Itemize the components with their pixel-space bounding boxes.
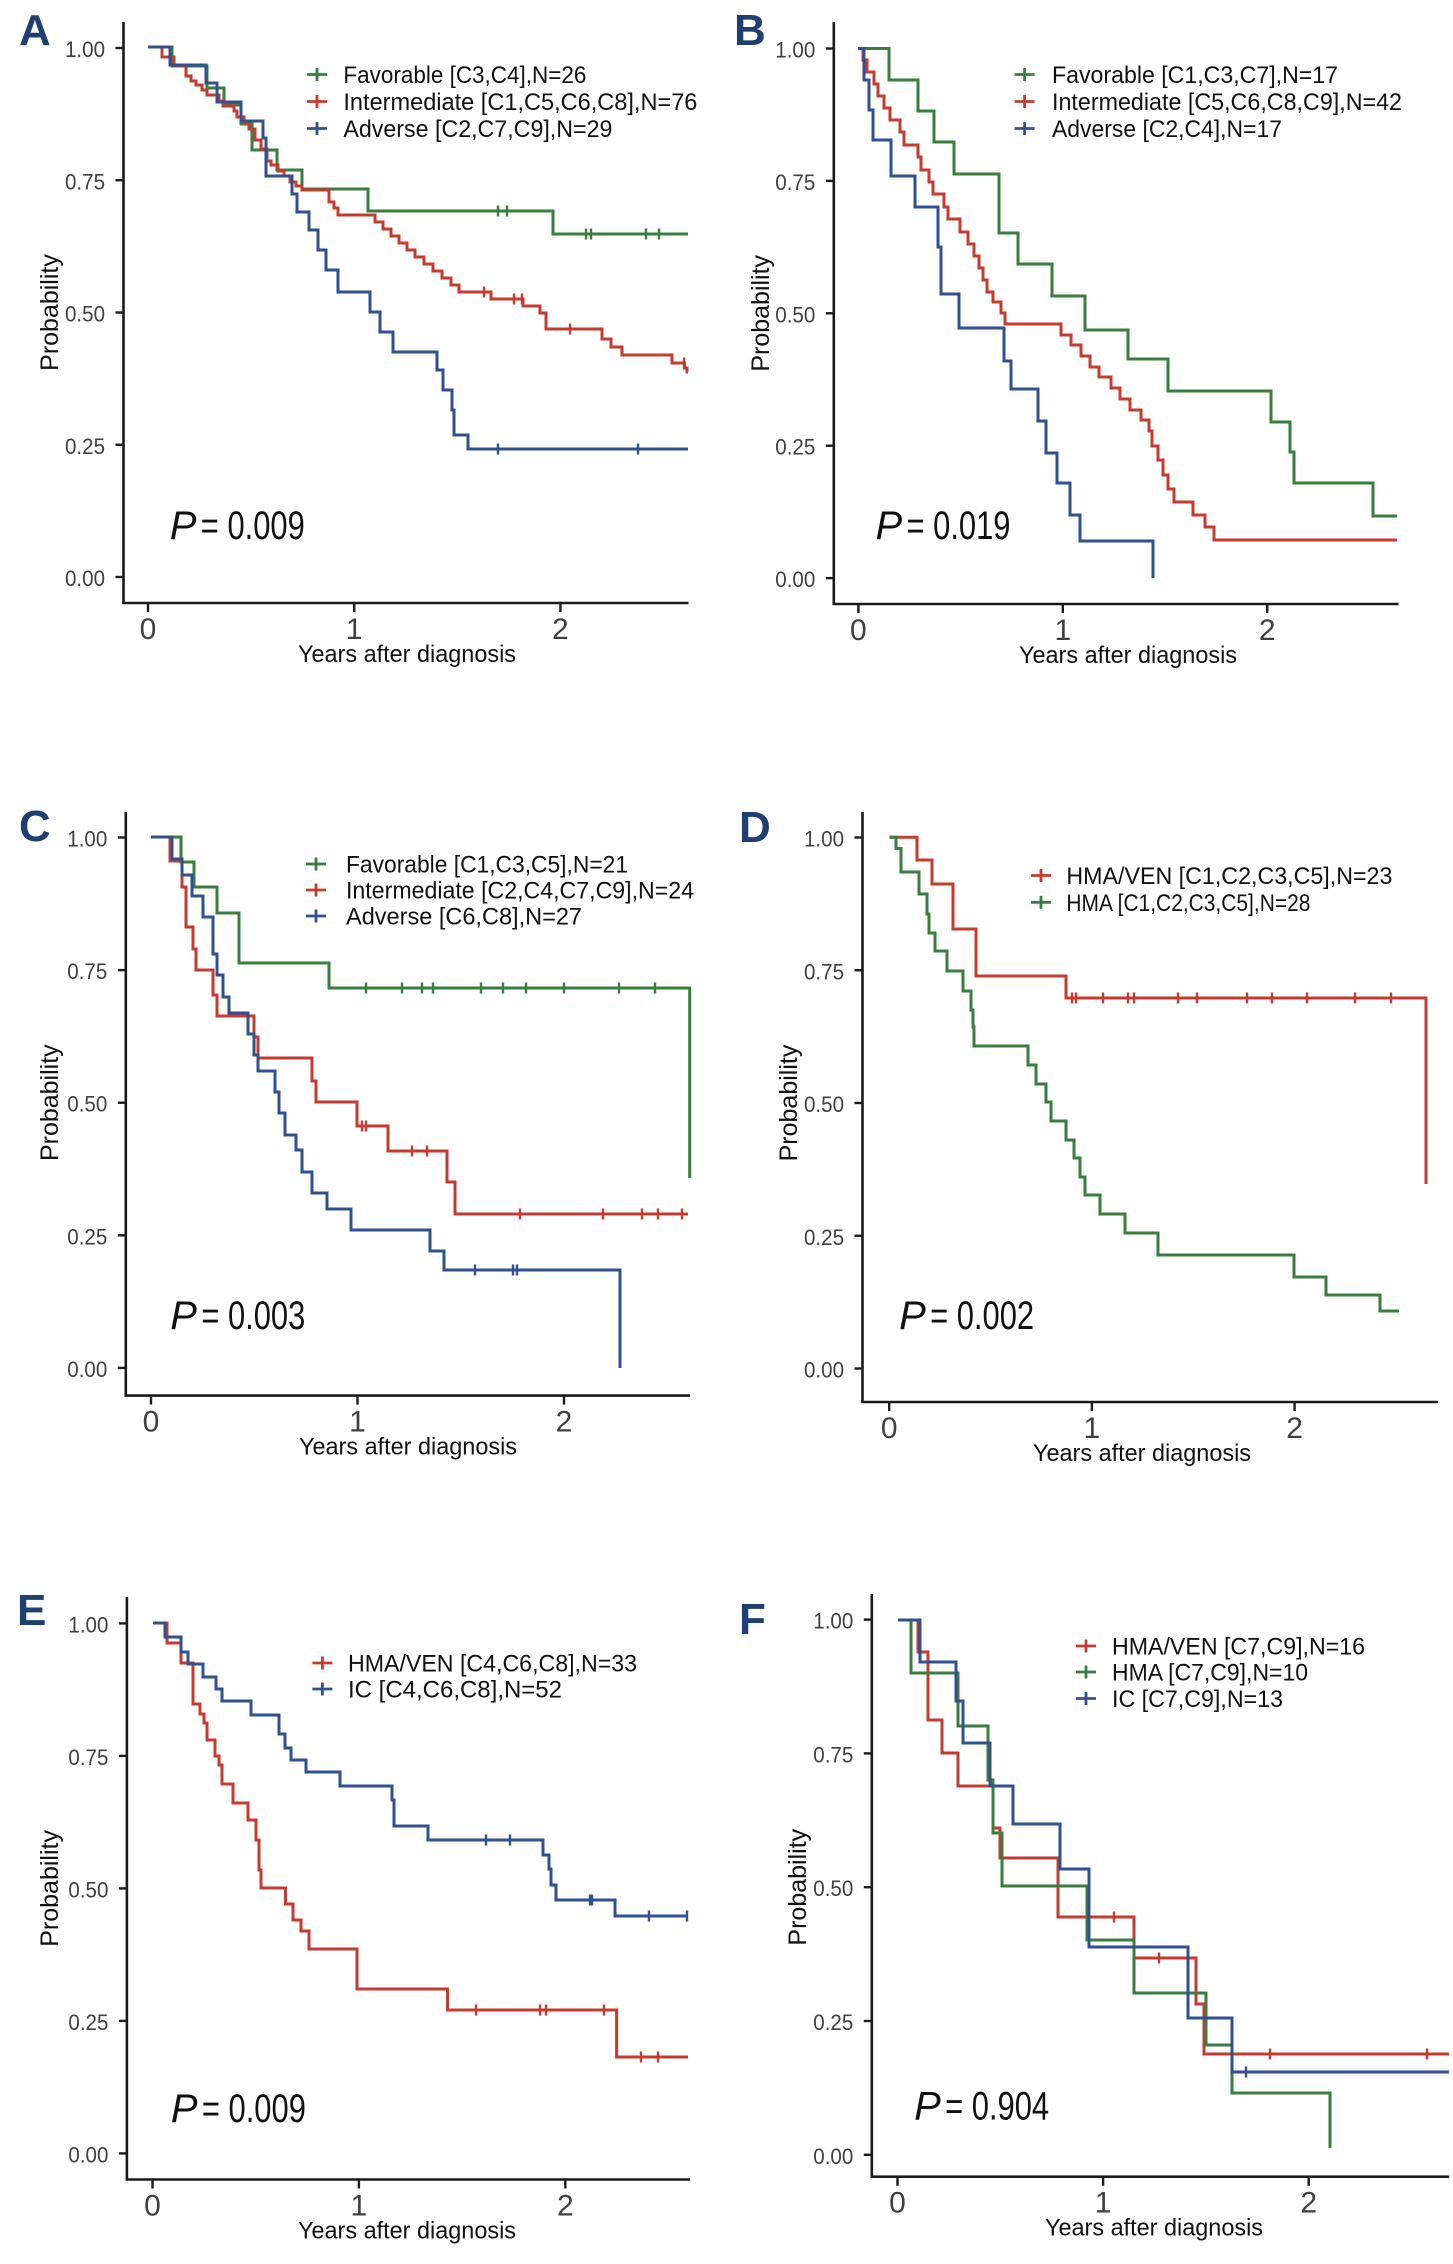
svg-text:1: 1 — [1084, 1412, 1101, 1445]
svg-text:1: 1 — [349, 1406, 366, 1439]
svg-text:0: 0 — [850, 614, 867, 647]
svg-text:0: 0 — [140, 613, 157, 646]
svg-text:Years after diagnosis: Years after diagnosis — [298, 641, 516, 668]
svg-text:2: 2 — [552, 613, 569, 646]
svg-text:0.00: 0.00 — [67, 1357, 107, 1382]
svg-text:Probability: Probability — [784, 1828, 812, 1945]
svg-text:0.00: 0.00 — [775, 567, 815, 592]
svg-text:= 0.003: = 0.003 — [201, 1294, 305, 1338]
svg-text:B: B — [734, 6, 766, 55]
svg-text:Years after diagnosis: Years after diagnosis — [299, 1434, 517, 1461]
svg-text:Probability: Probability — [36, 1830, 64, 1947]
svg-text:IC [C7,C9],N=13: IC [C7,C9],N=13 — [1112, 1686, 1283, 1713]
svg-text:2: 2 — [556, 1406, 573, 1439]
svg-text:1: 1 — [346, 613, 363, 646]
svg-text:1: 1 — [1054, 614, 1071, 647]
svg-text:0.50: 0.50 — [804, 1092, 844, 1117]
svg-text:0.00: 0.00 — [65, 566, 105, 591]
svg-text:Years after diagnosis: Years after diagnosis — [1019, 642, 1237, 669]
svg-text:1: 1 — [1095, 2187, 1112, 2220]
svg-text:Intermediate [C2,C4,C7,C9],N=2: Intermediate [C2,C4,C7,C9],N=24 — [346, 878, 694, 905]
svg-text:C: C — [19, 802, 51, 851]
svg-text:0.75: 0.75 — [804, 959, 844, 984]
svg-text:HMA [C1,C2,C3,C5],N=28: HMA [C1,C2,C3,C5],N=28 — [1066, 890, 1310, 917]
svg-text:0.25: 0.25 — [804, 1225, 844, 1250]
svg-text:Intermediate [C1,C5,C6,C8],N=7: Intermediate [C1,C5,C6,C8],N=76 — [343, 89, 697, 116]
svg-text:D: D — [739, 803, 771, 852]
svg-text:= 0.904: = 0.904 — [945, 2085, 1049, 2129]
svg-text:2: 2 — [1286, 1412, 1303, 1445]
svg-text:P: P — [899, 1294, 926, 1338]
svg-text:Favorable [C3,C4],N=26: Favorable [C3,C4],N=26 — [343, 62, 586, 89]
svg-text:F: F — [739, 1595, 766, 1644]
svg-text:1.00: 1.00 — [67, 827, 107, 852]
svg-text:IC [C4,C6,C8],N=52: IC [C4,C6,C8],N=52 — [348, 1677, 562, 1704]
svg-text:P: P — [171, 2087, 198, 2131]
svg-text:0: 0 — [144, 2190, 161, 2223]
svg-text:1: 1 — [351, 2190, 368, 2223]
svg-text:2: 2 — [557, 2190, 574, 2223]
svg-text:0.75: 0.75 — [65, 169, 105, 194]
svg-text:0.00: 0.00 — [813, 2144, 853, 2169]
svg-text:Adverse [C2,C7,C9],N=29: Adverse [C2,C7,C9],N=29 — [343, 116, 612, 143]
svg-text:P: P — [914, 2085, 941, 2129]
svg-text:0: 0 — [143, 1406, 160, 1439]
svg-text:P: P — [876, 504, 903, 548]
svg-text:Adverse [C2,C4],N=17: Adverse [C2,C4],N=17 — [1052, 116, 1282, 143]
svg-text:HMA [C7,C9],N=10: HMA [C7,C9],N=10 — [1112, 1660, 1308, 1687]
svg-text:0: 0 — [881, 1412, 898, 1445]
svg-text:0.50: 0.50 — [813, 1876, 853, 1901]
svg-text:Years after diagnosis: Years after diagnosis — [298, 2218, 516, 2245]
svg-text:A: A — [19, 6, 51, 55]
svg-text:1.00: 1.00 — [775, 38, 815, 63]
svg-text:Favorable [C1,C3,C5],N=21: Favorable [C1,C3,C5],N=21 — [346, 852, 628, 879]
svg-text:2: 2 — [1259, 614, 1276, 647]
svg-text:0.50: 0.50 — [68, 1877, 108, 1902]
svg-text:0.50: 0.50 — [67, 1092, 107, 1117]
svg-text:= 0.009: = 0.009 — [202, 2087, 306, 2131]
svg-text:2: 2 — [1300, 2187, 1317, 2220]
svg-text:E: E — [17, 1586, 46, 1635]
svg-text:0.25: 0.25 — [68, 2010, 108, 2035]
svg-text:0.25: 0.25 — [65, 434, 105, 459]
svg-text:Probability: Probability — [36, 254, 64, 371]
svg-text:= 0.002: = 0.002 — [930, 1294, 1034, 1338]
svg-text:1.00: 1.00 — [804, 827, 844, 852]
svg-text:0.75: 0.75 — [68, 1745, 108, 1770]
svg-text:0.25: 0.25 — [775, 435, 815, 460]
svg-text:0.25: 0.25 — [67, 1224, 107, 1249]
svg-text:HMA/VEN [C1,C2,C3,C5],N=23: HMA/VEN [C1,C2,C3,C5],N=23 — [1066, 863, 1392, 890]
svg-text:0.75: 0.75 — [813, 1742, 853, 1767]
svg-text:0.75: 0.75 — [775, 170, 815, 195]
svg-text:= 0.009: = 0.009 — [201, 504, 305, 548]
svg-text:HMA/VEN [C4,C6,C8],N=33: HMA/VEN [C4,C6,C8],N=33 — [348, 1651, 637, 1678]
svg-text:1.00: 1.00 — [65, 37, 105, 62]
svg-text:1.00: 1.00 — [813, 1609, 853, 1634]
svg-text:P: P — [170, 504, 197, 548]
svg-text:Favorable [C1,C3,C7],N=17: Favorable [C1,C3,C7],N=17 — [1052, 62, 1338, 89]
svg-text:= 0.019: = 0.019 — [907, 504, 1011, 548]
svg-text:0.50: 0.50 — [775, 302, 815, 327]
svg-text:1.00: 1.00 — [68, 1612, 108, 1637]
svg-text:Years after diagnosis: Years after diagnosis — [1033, 1440, 1251, 1467]
svg-text:Probability: Probability — [747, 254, 775, 371]
svg-text:Adverse [C6,C8],N=27: Adverse [C6,C8],N=27 — [346, 904, 582, 931]
svg-text:P: P — [170, 1294, 197, 1338]
svg-text:0.25: 0.25 — [813, 2010, 853, 2035]
svg-text:Probability: Probability — [36, 1044, 64, 1161]
svg-text:0.00: 0.00 — [804, 1358, 844, 1383]
svg-text:Years after diagnosis: Years after diagnosis — [1045, 2215, 1263, 2242]
svg-text:0.00: 0.00 — [68, 2142, 108, 2167]
svg-text:Intermediate [C5,C6,C8,C9],N=4: Intermediate [C5,C6,C8,C9],N=42 — [1052, 89, 1402, 116]
svg-text:0.75: 0.75 — [67, 959, 107, 984]
svg-text:0: 0 — [889, 2187, 906, 2220]
svg-text:Probability: Probability — [775, 1044, 803, 1161]
svg-text:HMA/VEN [C7,C9],N=16: HMA/VEN [C7,C9],N=16 — [1112, 1634, 1365, 1661]
svg-text:0.50: 0.50 — [65, 302, 105, 327]
